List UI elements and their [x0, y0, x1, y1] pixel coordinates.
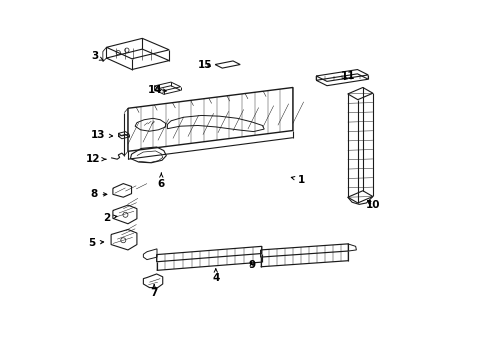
Text: 7: 7 — [150, 285, 158, 298]
Text: 4: 4 — [212, 269, 219, 283]
Text: 11: 11 — [341, 71, 355, 81]
Text: 9: 9 — [247, 260, 255, 270]
Text: 15: 15 — [198, 60, 212, 70]
Text: 5: 5 — [88, 238, 103, 248]
Text: 2: 2 — [102, 213, 117, 222]
Text: 8: 8 — [90, 189, 107, 199]
Text: 12: 12 — [86, 154, 106, 164]
Text: 13: 13 — [91, 130, 112, 140]
Text: 6: 6 — [157, 173, 164, 189]
Text: 10: 10 — [365, 200, 379, 210]
Text: 14: 14 — [147, 85, 166, 95]
Text: 1: 1 — [291, 175, 305, 185]
Text: 3: 3 — [91, 51, 103, 61]
